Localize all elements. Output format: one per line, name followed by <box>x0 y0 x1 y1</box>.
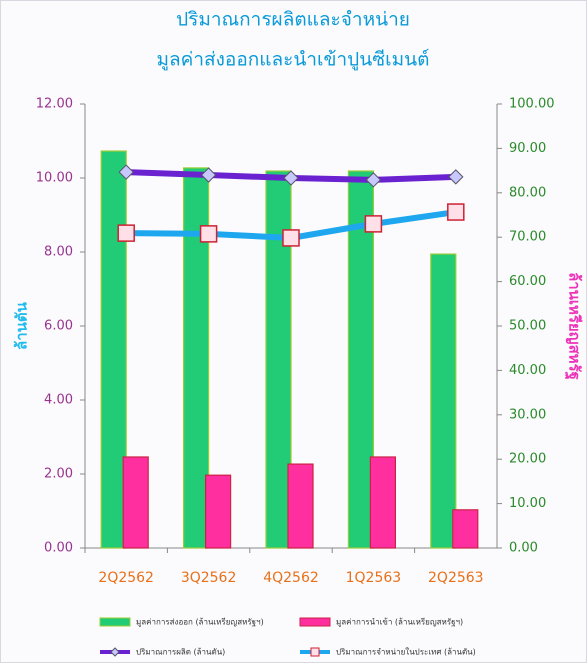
marker <box>118 164 134 180</box>
marker <box>199 225 218 243</box>
bar <box>347 170 374 549</box>
bar <box>183 167 210 549</box>
legend-label: ปริมาณการผลิต (ล้านตัน) <box>136 648 225 657</box>
marker <box>200 167 217 183</box>
x-tick-label: 2Q2563 <box>428 570 484 586</box>
y2-tick-label: 70.00 <box>509 230 546 245</box>
marker <box>282 229 300 247</box>
marker <box>117 224 135 242</box>
y2-tick-label: 30.00 <box>509 407 546 422</box>
y2-tick-label: 100.00 <box>509 97 555 112</box>
bar <box>287 463 314 549</box>
y2-tick-label: 80.00 <box>509 185 546 200</box>
bar <box>430 253 457 549</box>
y-tick-label: 12.00 <box>36 97 73 112</box>
legend-marker <box>310 647 320 657</box>
y2-tick-label: 90.00 <box>509 141 546 156</box>
legend-label: มูลค่าการนำเข้า (ล้านเหรียญสหรัฐฯ) <box>336 618 463 628</box>
y-axis-label: ล้านตัน <box>13 301 31 350</box>
legend-label: ปริมาณการจำหน่ายในประเทศ (ล้านตัน) <box>336 648 476 657</box>
bar <box>452 509 479 549</box>
x-tick-label: 2Q2562 <box>98 570 154 586</box>
y2-tick-label: 0.00 <box>509 541 538 556</box>
legend-marker <box>110 647 120 657</box>
y2-tick-label: 20.00 <box>509 452 546 467</box>
bar <box>369 456 396 549</box>
chart-subtitle: มูลค่าส่งออกและนำเข้าปูนซีเมนต์ <box>157 49 430 71</box>
x-tick-label: 1Q2563 <box>346 570 402 586</box>
y-tick-label: 2.00 <box>44 467 73 482</box>
y2-tick-label: 50.00 <box>509 319 546 334</box>
marker <box>448 169 464 185</box>
bar <box>122 456 149 549</box>
marker <box>283 170 299 186</box>
bar <box>265 170 292 549</box>
y-tick-label: 10.00 <box>36 171 73 186</box>
y-tick-label: 4.00 <box>44 393 73 408</box>
y2-tick-label: 40.00 <box>509 363 546 378</box>
y-tick-label: 6.00 <box>44 319 73 334</box>
x-tick-label: 4Q2562 <box>263 570 319 586</box>
y2-axis-label: ล้านเหรียญสหรัฐ <box>565 272 584 380</box>
legend-label: มูลค่าการส่งออก (ล้านเหรียญสหรัฐฯ) <box>136 618 264 628</box>
legend-swatch <box>299 617 331 627</box>
y-tick-label: 8.00 <box>44 245 73 260</box>
marker <box>364 215 383 233</box>
x-tick-label: 3Q2562 <box>181 570 237 586</box>
y2-tick-label: 60.00 <box>509 274 546 289</box>
legend-swatch <box>99 617 131 627</box>
marker <box>365 172 382 188</box>
y2-tick-label: 10.00 <box>509 496 546 511</box>
chart-title: ปริมาณการผลิตและจำหน่าย <box>176 9 410 31</box>
bar <box>100 150 127 549</box>
marker <box>447 203 465 221</box>
bar <box>205 474 232 549</box>
y-tick-label: 0.00 <box>44 541 73 556</box>
